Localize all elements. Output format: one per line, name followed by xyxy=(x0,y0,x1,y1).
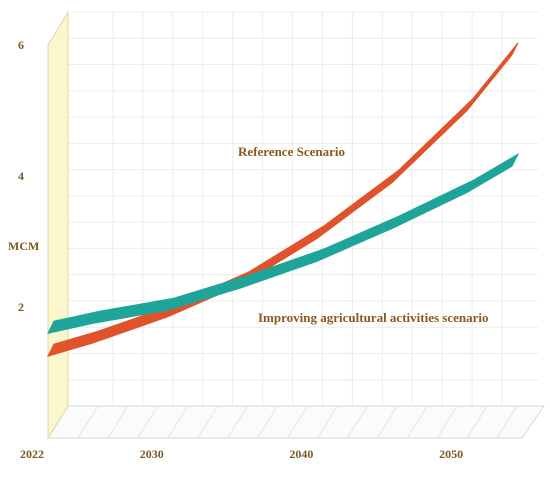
series-layer xyxy=(47,42,520,357)
x-axis-ticks: 2022 2030 2040 2050 xyxy=(20,447,463,461)
left-wall xyxy=(47,10,69,440)
improving-agriculture-series xyxy=(47,152,520,334)
floor-grid-line xyxy=(167,405,189,439)
floor-grid-line xyxy=(287,405,308,439)
floor-grid-line xyxy=(137,405,159,439)
floor-grid-line xyxy=(107,405,129,439)
floor-grid-line xyxy=(496,405,518,439)
y-tick-label: 6 xyxy=(18,38,24,52)
x-tick-label: 2040 xyxy=(289,447,313,461)
floor-grid-line xyxy=(346,405,368,439)
floor-grid-line xyxy=(436,405,458,439)
x-tick-label: 2022 xyxy=(20,447,44,461)
x-tick-label: 2030 xyxy=(140,447,164,461)
floor-grid-line xyxy=(376,405,398,439)
y-axis-title: MCM xyxy=(8,239,39,253)
floor-grid-line xyxy=(466,405,488,439)
improving-agriculture-label: Improving agricultural activities scenar… xyxy=(258,310,488,325)
y-tick-label: 4 xyxy=(18,169,24,183)
floor-grid-line xyxy=(406,405,428,439)
floor-grid-line xyxy=(257,405,278,439)
floor-grid-line xyxy=(197,405,219,439)
floor-grid-line xyxy=(227,405,249,439)
floor-grid xyxy=(77,405,518,439)
x-tick-label: 2050 xyxy=(439,447,463,461)
floor-grid-line xyxy=(77,405,99,439)
y-tick-label: 2 xyxy=(18,300,24,314)
y-axis-ticks: 2 4 6 xyxy=(18,38,24,314)
reference-scenario-label: Reference Scenario xyxy=(238,144,345,159)
back-wall-grid xyxy=(68,11,538,407)
floor-grid-line xyxy=(316,405,338,439)
